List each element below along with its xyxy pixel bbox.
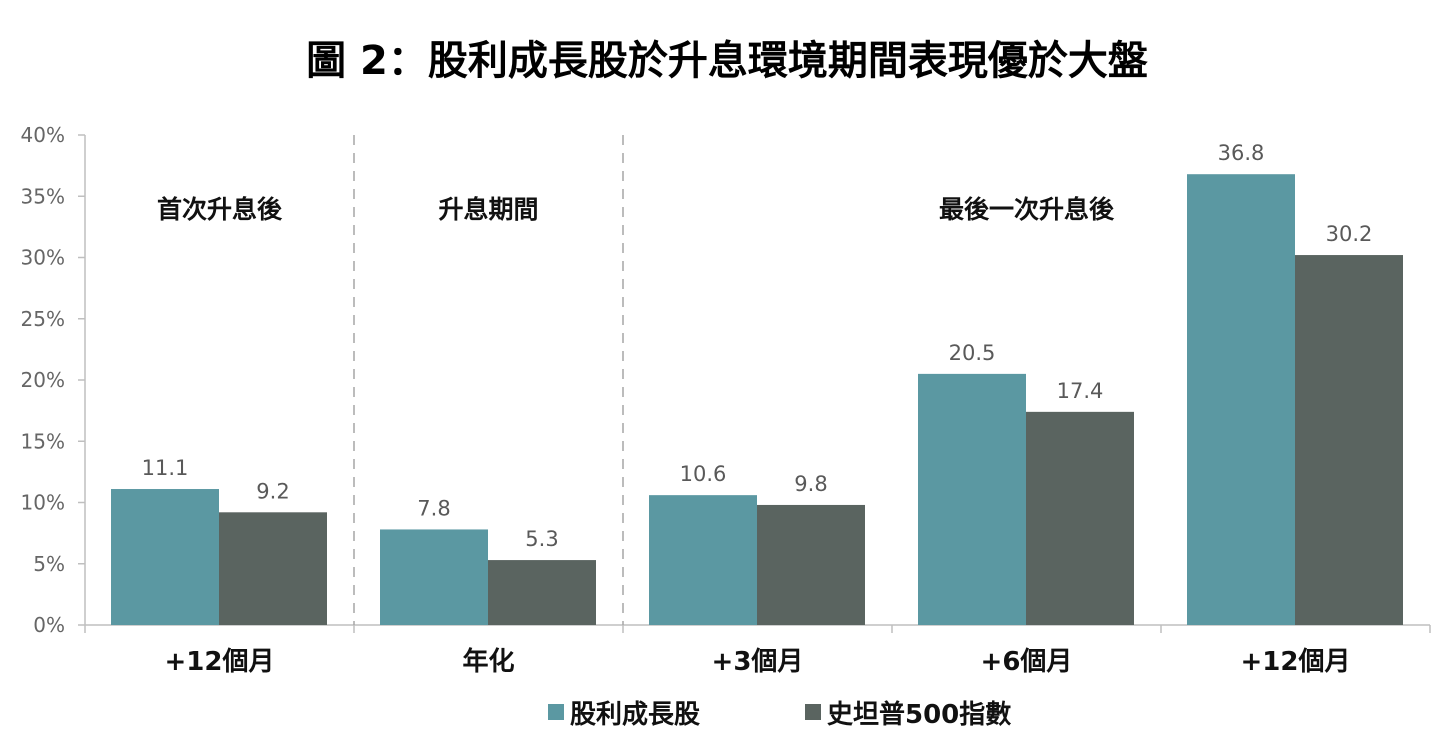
data-label: 17.4: [1057, 379, 1104, 403]
bar-sp500: [219, 512, 327, 625]
data-label: 20.5: [949, 341, 996, 365]
bars-layer: [111, 174, 1403, 626]
legend-label: 股利成長股: [570, 700, 700, 730]
bar-sp500: [488, 560, 596, 625]
y-tick-label: 40%: [21, 123, 65, 147]
data-label: 11.1: [142, 456, 189, 480]
chart-title: 圖 2：股利成長股於升息環境期間表現優於大盤: [306, 38, 1148, 84]
y-tick-label: 5%: [33, 552, 65, 576]
section-label: 升息期間: [438, 195, 538, 224]
category-label: +6個月: [981, 647, 1073, 677]
bar-sp500: [1295, 255, 1403, 626]
y-tick-label: 0%: [33, 613, 65, 637]
legend-swatch: [548, 704, 564, 720]
category-label: +12個月: [165, 647, 275, 677]
legend: 股利成長股 史坦普500指數: [548, 699, 1011, 730]
data-label: 7.8: [417, 496, 450, 520]
y-tick-label: 30%: [21, 246, 65, 270]
data-label: 30.2: [1326, 222, 1373, 246]
category-label: 年化: [462, 646, 514, 677]
legend-swatch: [805, 704, 821, 720]
data-label: 9.8: [794, 472, 827, 496]
section-label: 最後一次升息後: [939, 195, 1115, 224]
data-label: 9.2: [256, 479, 289, 503]
bar-dividend-growth: [649, 495, 757, 625]
category-label: +12個月: [1241, 647, 1351, 677]
bar-dividend-growth: [111, 489, 219, 625]
labels-layer: 首次升息後 升息期間 最後一次升息後 11.1 9.2 +12個月 7.8 5.3 年化 10.6…: [142, 141, 1373, 677]
section-label: 首次升息後: [157, 195, 283, 224]
legend-label: 史坦普500指數: [827, 699, 1011, 730]
data-label: 36.8: [1218, 141, 1265, 165]
bar-sp500: [1026, 411, 1134, 625]
data-label: 5.3: [525, 527, 558, 551]
bar-dividend-growth: [918, 373, 1026, 625]
category-label: +3個月: [712, 647, 804, 677]
y-tick-label: 25%: [21, 307, 65, 331]
bar-sp500: [757, 504, 865, 625]
data-label: 10.6: [680, 462, 727, 486]
y-tick-label: 10%: [21, 491, 65, 515]
bar-dividend-growth: [1187, 174, 1295, 625]
y-tick-label: 15%: [21, 429, 65, 453]
bar-dividend-growth: [380, 529, 488, 625]
y-tick-label: 35%: [21, 184, 65, 208]
y-tick-label: 20%: [21, 368, 65, 392]
